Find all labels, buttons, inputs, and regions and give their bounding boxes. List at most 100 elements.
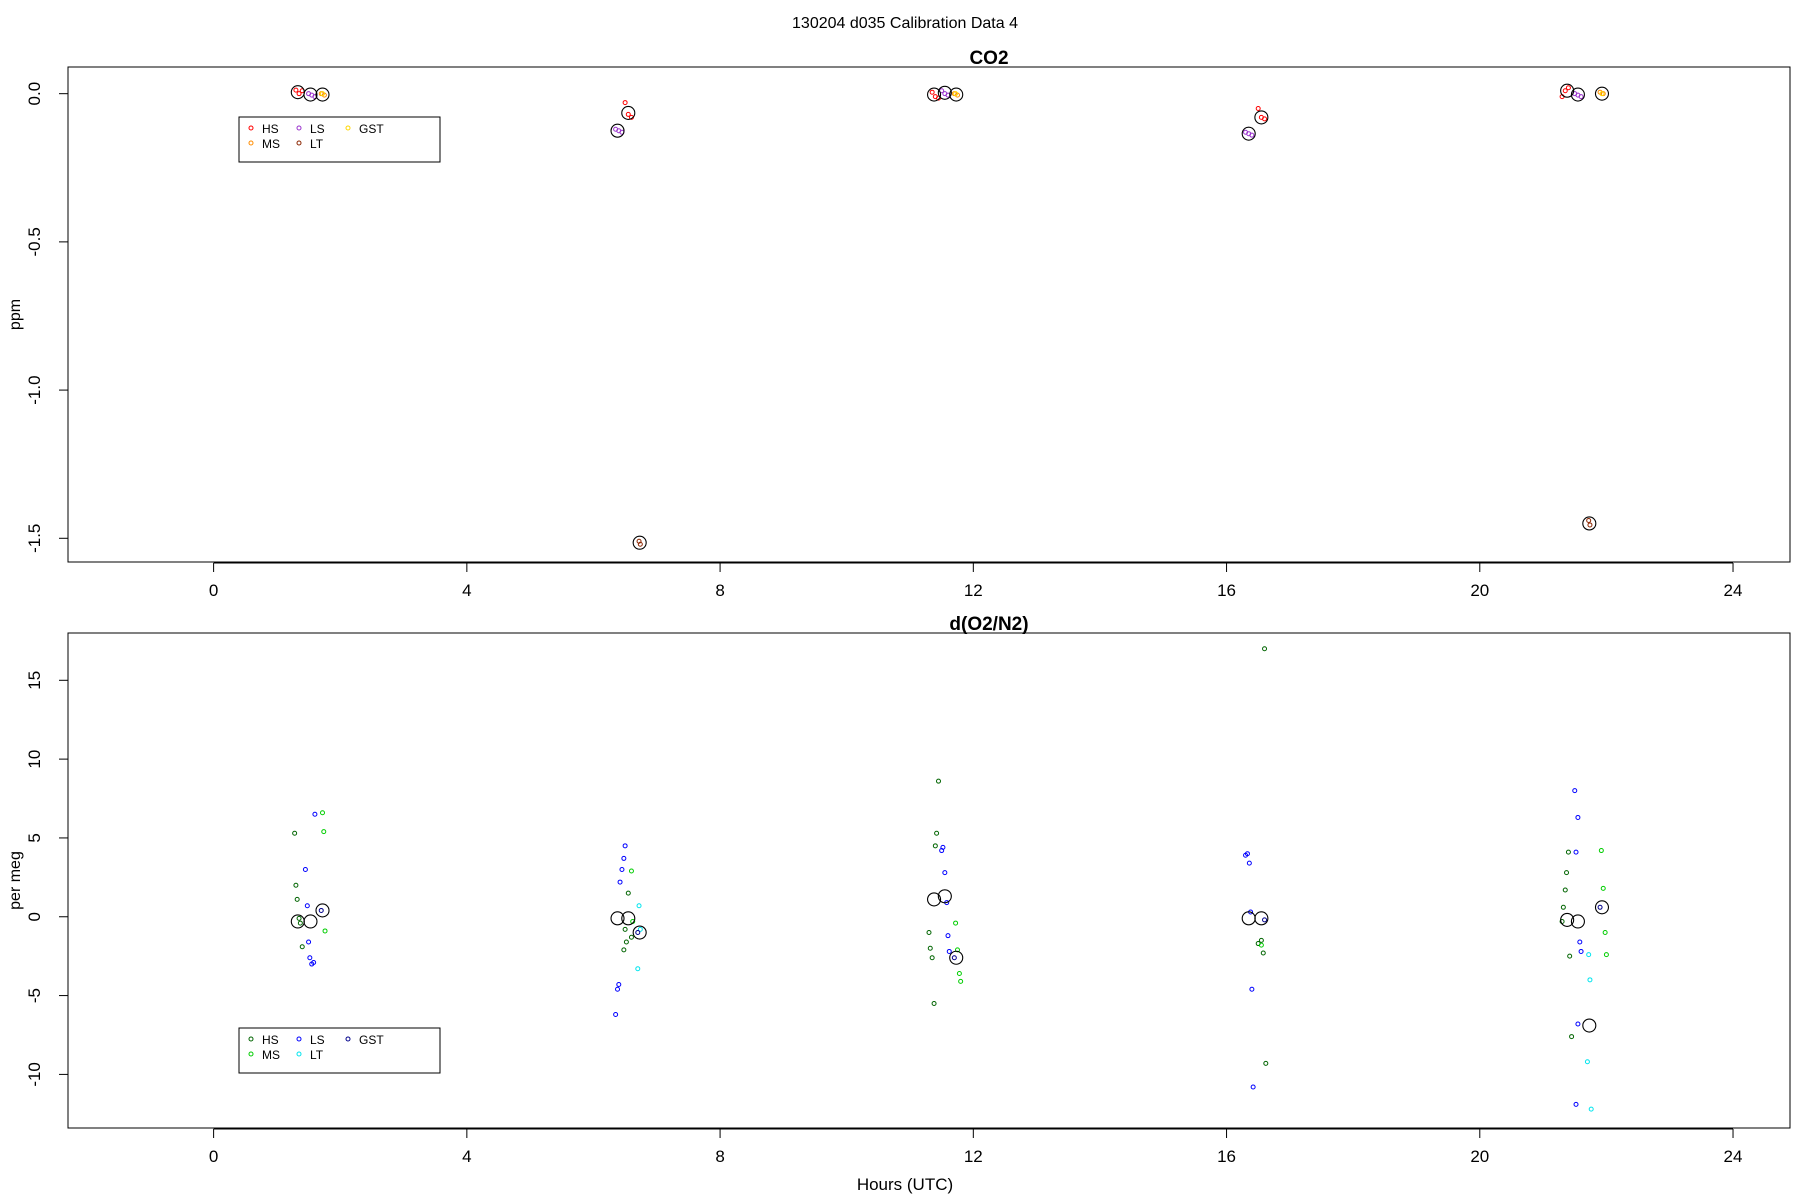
- mean-point: [937, 889, 952, 904]
- data-point-lt: [637, 541, 643, 547]
- data-point-hs: [1262, 646, 1268, 652]
- data-point-ls: [622, 843, 628, 849]
- data-point-hs: [621, 947, 627, 953]
- y-tick-label: 10: [25, 750, 44, 769]
- mean-point: [632, 925, 647, 940]
- data-point-ls: [945, 933, 951, 939]
- data-point-hs: [929, 955, 935, 961]
- data-point-hs: [1255, 105, 1261, 111]
- data-point-hs: [1260, 950, 1266, 956]
- mean-point: [1594, 86, 1610, 101]
- mean-point: [303, 914, 318, 929]
- data-point-ms: [628, 868, 634, 874]
- data-point-ls: [1246, 860, 1252, 866]
- mean-point: [927, 892, 942, 907]
- data-point-hs: [299, 944, 305, 950]
- data-point-hs: [1263, 1060, 1269, 1066]
- data-point-hs: [931, 1000, 937, 1006]
- data-point-hs: [927, 945, 933, 951]
- legend-marker: [248, 1051, 254, 1057]
- data-point-gst: [1597, 904, 1603, 910]
- data-point-ls: [1577, 939, 1583, 945]
- legend-label: HS: [262, 1033, 279, 1047]
- data-point-ms: [321, 829, 327, 835]
- data-point-lt: [636, 903, 642, 909]
- data-point-hs: [934, 830, 940, 836]
- legend-marker: [296, 140, 302, 146]
- mean-point: [949, 950, 964, 965]
- x-tick-label: 8: [715, 1147, 724, 1166]
- chart-title: CO2: [969, 48, 1008, 69]
- data-point-lt: [1587, 522, 1593, 528]
- data-point-ls: [311, 959, 317, 965]
- data-point-hs: [296, 915, 302, 921]
- data-point-ls: [1249, 132, 1255, 138]
- mean-point: [1582, 516, 1597, 531]
- legend-label: LT: [310, 137, 324, 151]
- legend-label: LS: [310, 1033, 325, 1047]
- data-point-ls: [619, 866, 625, 872]
- data-point-ls: [304, 903, 310, 909]
- legend-label: MS: [262, 1048, 280, 1062]
- x-tick-label: 4: [462, 581, 471, 600]
- mean-point: [1241, 126, 1256, 141]
- mean-point: [315, 87, 330, 102]
- data-point-hs: [929, 89, 935, 95]
- data-point-hs: [628, 934, 634, 940]
- x-tick-label: 0: [209, 1147, 218, 1166]
- mean-point: [1594, 900, 1610, 915]
- plot-frame: [67, 66, 1791, 563]
- data-point-ls: [1575, 814, 1581, 820]
- data-point-lt: [1584, 1059, 1590, 1065]
- mean-point: [949, 87, 964, 102]
- data-point-gst: [951, 955, 957, 961]
- mean-point: [937, 85, 952, 100]
- x-tick-label: 24: [1724, 1147, 1743, 1166]
- mean-point: [610, 911, 625, 926]
- legend-marker: [248, 125, 254, 131]
- data-point-ms: [1603, 952, 1609, 958]
- data-point-ls: [1578, 94, 1584, 100]
- data-point-hs: [622, 100, 628, 106]
- mean-point: [927, 87, 942, 102]
- data-point-ls: [302, 866, 308, 872]
- y-tick-label: 15: [25, 671, 44, 690]
- data-point-lt: [1586, 952, 1592, 958]
- x-tick-label: 12: [964, 581, 983, 600]
- plot-frame: [67, 632, 1791, 1129]
- data-point-ls: [613, 1011, 619, 1017]
- mean-point: [1582, 1018, 1597, 1033]
- legend-box: [238, 1027, 441, 1074]
- x-tick-label: 0: [209, 581, 218, 600]
- legend-label: GST: [359, 122, 384, 136]
- data-point-ls: [946, 948, 952, 954]
- data-point-ls: [1249, 986, 1255, 992]
- data-point-hs: [1565, 85, 1571, 91]
- data-point-hs: [294, 896, 300, 902]
- y-tick-label: -1.5: [25, 524, 44, 553]
- data-point-hs: [1562, 887, 1568, 893]
- mean-point: [1560, 83, 1575, 98]
- data-point-lt: [635, 966, 641, 972]
- legend-label: LT: [310, 1048, 324, 1062]
- data-point-hs: [935, 778, 941, 784]
- data-point-hs: [623, 939, 629, 945]
- data-point-ls: [1575, 1021, 1581, 1027]
- mean-point: [1254, 911, 1269, 926]
- data-point-ls: [1578, 948, 1584, 954]
- x-tick-label: 20: [1470, 581, 1489, 600]
- data-point-hs: [293, 882, 299, 888]
- y-tick-label: -1.0: [25, 375, 44, 404]
- legend-marker: [248, 1036, 254, 1042]
- x-axis-label: Hours (UTC): [857, 1175, 953, 1194]
- y-tick-label: 5: [25, 833, 44, 842]
- data-point-hs: [296, 91, 302, 97]
- data-point-lt: [1588, 1106, 1594, 1112]
- y-tick-label: 0: [25, 912, 44, 921]
- y-tick-label: 0.0: [25, 82, 44, 106]
- mean-point: [1560, 912, 1575, 927]
- figure-title: 130204 d035 Calibration Data 4: [792, 15, 1018, 32]
- data-point-lt: [637, 926, 643, 932]
